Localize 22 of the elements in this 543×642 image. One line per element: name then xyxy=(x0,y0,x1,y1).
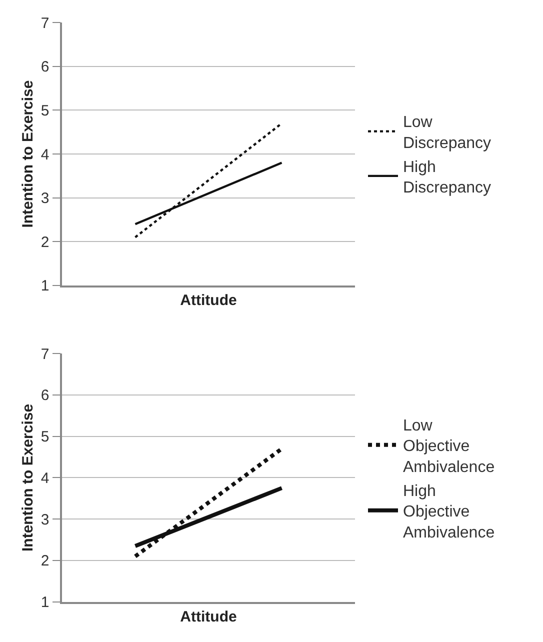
y-tick-label: 4 xyxy=(40,146,50,164)
y-tick-label: 6 xyxy=(40,58,50,76)
y-tick-label: 6 xyxy=(40,387,50,404)
y-tick-label: 3 xyxy=(40,190,50,208)
legend-label: Low Objective Ambivalence xyxy=(403,417,495,476)
y-tick-label: 1 xyxy=(40,278,50,295)
y-tick-label: 2 xyxy=(40,552,50,570)
y-tick-label: 1 xyxy=(40,594,50,612)
y-tick-label: 2 xyxy=(40,234,50,251)
y-axis-title: Intention to Exercise xyxy=(20,404,37,552)
y-tick-label: 3 xyxy=(40,511,50,528)
y-axis-title: Intention to Exercise xyxy=(20,80,37,228)
x-axis-title: Attitude xyxy=(180,608,237,626)
y-tick-label: 7 xyxy=(40,14,50,32)
x-axis-title: Attitude xyxy=(180,292,237,310)
legend-label: Low Discrepancy xyxy=(403,114,492,152)
y-tick-label: 5 xyxy=(40,428,50,446)
legend-label: High Discrepancy xyxy=(403,158,492,197)
y-tick-label: 5 xyxy=(40,102,50,120)
legend-label: High Objective Ambivalence xyxy=(403,482,495,542)
y-tick-label: 7 xyxy=(40,346,50,363)
y-tick-label: 4 xyxy=(40,470,50,487)
